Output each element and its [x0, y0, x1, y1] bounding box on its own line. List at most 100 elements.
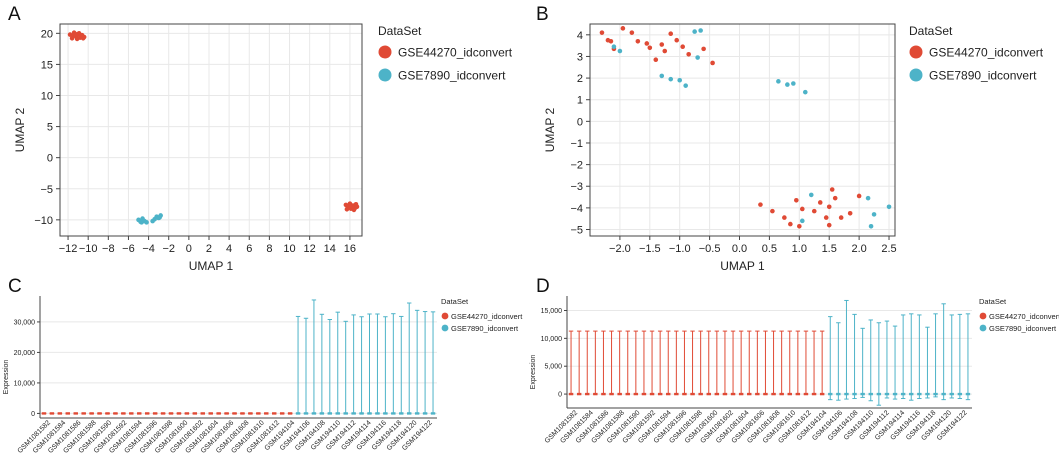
box [73, 412, 78, 415]
data-point [659, 73, 665, 79]
y-tick-label: −1 [570, 138, 583, 150]
box [351, 412, 356, 415]
legend-label: GSE7890_idconvert [398, 69, 506, 83]
data-point [653, 57, 659, 62]
x-tick-label: −1.5 [639, 243, 661, 255]
box [617, 392, 622, 396]
box [698, 392, 703, 396]
box [747, 392, 752, 396]
y-tick-label: 3 [577, 51, 583, 63]
box [295, 412, 301, 415]
data-point [644, 41, 650, 46]
y-tick-label: 5 [47, 122, 53, 134]
box [568, 392, 574, 396]
box [957, 392, 963, 396]
box [641, 392, 647, 396]
y-axis-label: Expression [530, 355, 537, 390]
box [852, 392, 857, 396]
data-point [710, 60, 715, 66]
data-point [800, 218, 805, 224]
x-tick-label: 1.5 [822, 243, 837, 255]
data-point [847, 210, 853, 216]
box [414, 412, 420, 415]
y-tick-label: 1 [577, 95, 583, 107]
data-point [788, 221, 793, 227]
box [287, 412, 293, 415]
box [779, 392, 784, 396]
data-point [74, 36, 80, 42]
data-point [871, 212, 877, 217]
data-point [351, 207, 357, 213]
legend-marker [441, 324, 449, 332]
x-tick-label: −12 [59, 243, 78, 255]
x-axis-label: UMAP 1 [720, 259, 765, 273]
box [900, 392, 906, 396]
box [41, 412, 47, 415]
x-tick-label: −10 [79, 243, 98, 255]
legend-title: DataSet [441, 297, 469, 306]
panel-label-b: B [536, 4, 549, 25]
data-point [605, 37, 611, 43]
data-point [617, 48, 623, 54]
box [375, 412, 380, 415]
box [311, 412, 317, 415]
y-tick-label: −3 [570, 181, 583, 193]
box [272, 412, 277, 415]
box [192, 412, 198, 415]
x-tick-label: 0 [186, 243, 192, 255]
box [105, 412, 110, 415]
y-tick-label: 20 [41, 28, 53, 40]
box [160, 412, 166, 415]
box [576, 392, 582, 396]
box [279, 412, 285, 415]
box [152, 412, 158, 415]
y-tick-label: −5 [40, 184, 53, 196]
data-point [677, 77, 683, 83]
box [327, 412, 333, 415]
box [884, 392, 890, 396]
data-point [668, 31, 674, 37]
box [264, 412, 269, 415]
x-tick-label: 16 [344, 243, 356, 255]
box [706, 392, 711, 396]
x-tick-label: 4 [226, 243, 232, 255]
panel-label-d: D [536, 276, 550, 297]
y-axis-label: Expression [3, 360, 10, 395]
data-point [856, 193, 862, 199]
y-tick-label: 0 [47, 153, 53, 165]
umap-scatter-panel-b: −2.0 −1.5 −1.0 −0.5 0.0 0.5 1.0 1.5 2.0 2.5 −5 −4 −3… [543, 23, 1044, 273]
x-tick-label: −0.5 [699, 243, 721, 255]
box [200, 412, 205, 415]
x-tick-label: 0.5 [762, 243, 777, 255]
legend-label: GSE7890_idconvert [451, 324, 519, 333]
y-tick-label: 15 [41, 59, 53, 71]
box [763, 392, 768, 396]
box [216, 412, 221, 415]
x-tick-label: −4 [142, 243, 155, 255]
y-tick-label: 30,000 [14, 319, 36, 326]
x-tick-label: 14 [324, 243, 336, 255]
box [256, 412, 261, 415]
expression-boxplot-panel-d: 05,00010,00015,000ExpressionGSM1081582GS… [530, 296, 1059, 445]
legend-marker [979, 324, 987, 332]
legend-title: DataSet [378, 24, 422, 38]
y-tick-label: 15,000 [541, 308, 563, 315]
box [917, 392, 922, 396]
legend-label: GSE44270_idconvert [929, 46, 1044, 60]
box [609, 392, 614, 396]
data-point [668, 76, 674, 82]
box [232, 412, 237, 415]
box [666, 392, 671, 396]
box [319, 412, 325, 415]
y-tick-label: 10 [41, 90, 53, 102]
data-point [629, 30, 635, 35]
data-point [683, 83, 688, 88]
plot-frame [589, 23, 896, 237]
box [836, 392, 841, 396]
data-point [826, 222, 832, 228]
data-point [695, 55, 700, 60]
box [430, 412, 436, 415]
legend-label: GSE7890_idconvert [989, 324, 1057, 333]
box [399, 412, 404, 415]
